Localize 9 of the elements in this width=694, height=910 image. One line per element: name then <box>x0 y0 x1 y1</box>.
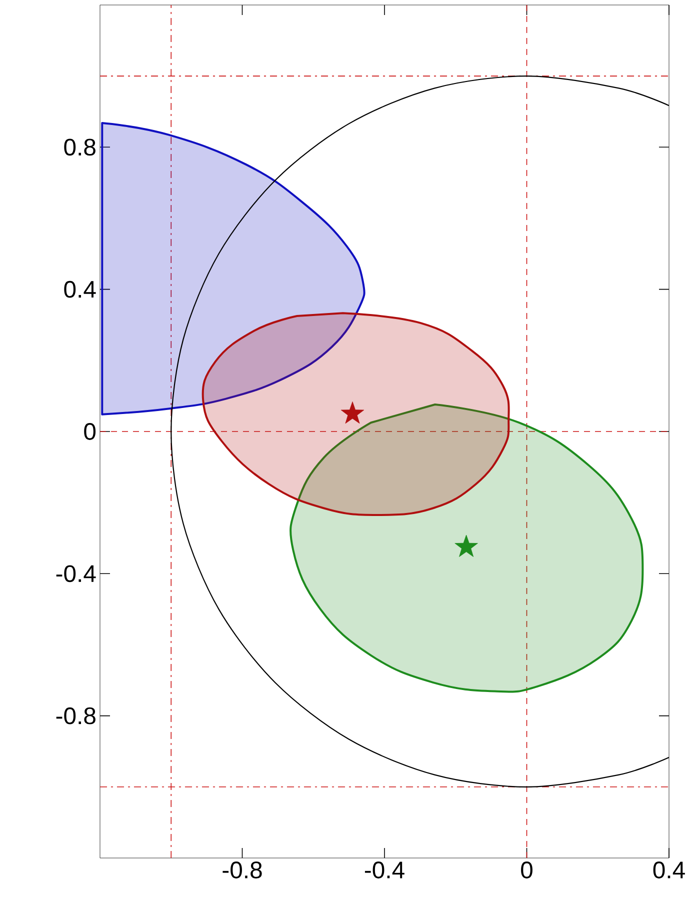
y-tick-label: 0.8 <box>64 138 96 156</box>
y-tick-label: 0 <box>84 423 96 440</box>
x-tick-label: 0 <box>521 862 532 878</box>
y-tick-label: -0.4 <box>56 565 96 582</box>
x-tick-label: -0.4 <box>364 862 404 878</box>
x-tick-label: 0.4 <box>653 862 685 878</box>
x-tick-label: -0.8 <box>222 862 262 878</box>
y-tick-label: 0.4 <box>64 280 96 298</box>
y-tick-label: -0.8 <box>56 707 96 724</box>
